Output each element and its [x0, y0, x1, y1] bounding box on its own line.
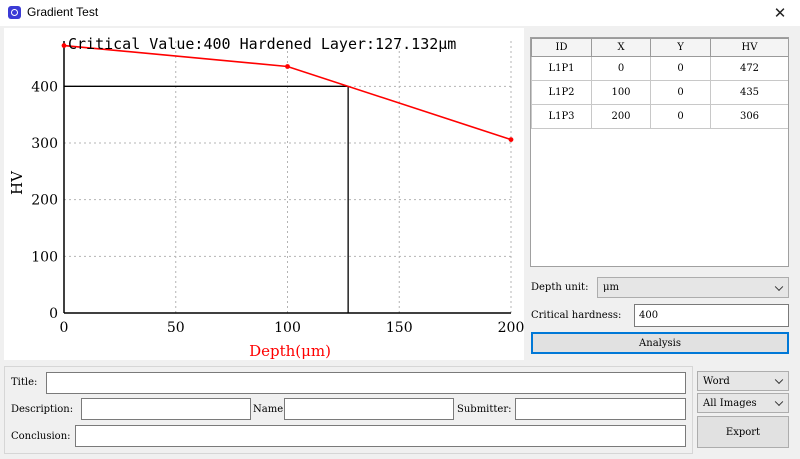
- x-tick-label: 50: [167, 320, 185, 336]
- chart-panel: 0 50 100 150 200 0 100 200 300 400 Critical Value…: [4, 28, 524, 360]
- cell-id: L1P3: [531, 104, 592, 129]
- chart-title: Critical Value:400 Hardened Layer:127.13…: [68, 35, 456, 53]
- window-title: Gradient Test: [27, 5, 99, 19]
- critical-hardness-label: Critical hardness:: [531, 310, 622, 321]
- y-tick-label: 400: [31, 79, 58, 95]
- critical-hardness-input[interactable]: 400: [634, 304, 789, 327]
- series-layer: [61, 43, 514, 142]
- depth-unit-value: μm: [603, 282, 619, 293]
- points-grid: ID X Y HV L1P1 0 0 472 L1P2 100 0 435 L1…: [531, 38, 788, 129]
- cell-x: 200: [591, 104, 651, 129]
- name-input[interactable]: [284, 398, 454, 420]
- tick-labels: 0 50 100 150 200 0 100 200 300 400: [31, 79, 524, 336]
- description-label: Description:: [11, 404, 74, 415]
- table-header-row: ID X Y HV: [531, 38, 788, 57]
- report-form: [4, 366, 693, 454]
- data-point: [508, 137, 514, 142]
- images-select[interactable]: All Images: [697, 393, 789, 413]
- title-input[interactable]: [46, 372, 686, 394]
- cell-id: L1P1: [531, 56, 592, 81]
- data-point: [61, 43, 67, 48]
- format-select[interactable]: Word: [697, 371, 789, 391]
- cell-hv: 435: [710, 80, 788, 105]
- chevron-down-icon: [774, 282, 784, 291]
- column-header-hv[interactable]: HV: [710, 38, 788, 57]
- y-axis-label: HV: [8, 170, 26, 195]
- cell-x: 0: [591, 56, 651, 81]
- table-row[interactable]: L1P1 0 0 472: [531, 56, 788, 81]
- grid-lines: [64, 41, 512, 313]
- y-tick-label: 100: [31, 249, 58, 265]
- images-value: All Images: [703, 397, 757, 409]
- chevron-down-icon: [774, 375, 784, 385]
- table-row[interactable]: L1P2 100 0 435: [531, 80, 788, 105]
- analysis-button[interactable]: Analysis: [531, 332, 789, 354]
- points-table[interactable]: ID X Y HV L1P1 0 0 472 L1P2 100 0 435 L1…: [530, 37, 789, 267]
- cell-id: L1P2: [531, 80, 592, 105]
- cell-x: 100: [591, 80, 651, 105]
- close-button[interactable]: ✕: [773, 4, 787, 22]
- chevron-down-icon: [774, 397, 784, 407]
- camera-icon: [8, 6, 21, 19]
- critical-hardness-value: 400: [639, 310, 659, 321]
- name-label: Name:: [253, 404, 287, 415]
- x-axis-label: Depth(μm): [249, 342, 331, 360]
- title-bar: Gradient Test ✕: [0, 0, 800, 26]
- column-header-id[interactable]: ID: [531, 38, 592, 57]
- format-value: Word: [703, 375, 730, 387]
- data-point: [285, 64, 290, 69]
- cell-y: 0: [650, 80, 711, 105]
- cell-y: 0: [650, 104, 711, 129]
- export-button[interactable]: Export: [697, 416, 789, 448]
- submitter-input[interactable]: [515, 398, 686, 420]
- y-tick-label: 0: [49, 306, 58, 322]
- column-header-y[interactable]: Y: [650, 38, 711, 57]
- x-tick-label: 150: [386, 320, 413, 336]
- cell-hv: 472: [710, 56, 788, 81]
- column-header-x[interactable]: X: [591, 38, 651, 57]
- y-tick-label: 300: [31, 136, 58, 152]
- y-tick-label: 200: [31, 193, 58, 209]
- hardness-chart: 0 50 100 150 200 0 100 200 300 400 Critical Value…: [8, 35, 524, 360]
- x-tick-label: 100: [274, 320, 301, 336]
- depth-unit-select[interactable]: μm: [597, 277, 789, 298]
- description-input[interactable]: [81, 398, 251, 420]
- table-row[interactable]: L1P3 200 0 306: [531, 104, 788, 129]
- x-tick-label: 0: [60, 320, 69, 336]
- x-tick-label: 200: [498, 320, 524, 336]
- depth-unit-label: Depth unit:: [531, 282, 589, 293]
- conclusion-label: Conclusion:: [11, 431, 71, 442]
- cell-hv: 306: [710, 104, 788, 129]
- submitter-label: Submitter:: [457, 404, 512, 415]
- cell-y: 0: [650, 56, 711, 81]
- conclusion-input[interactable]: [75, 425, 686, 447]
- title-label: Title:: [11, 377, 38, 388]
- critical-lines: [64, 85, 349, 313]
